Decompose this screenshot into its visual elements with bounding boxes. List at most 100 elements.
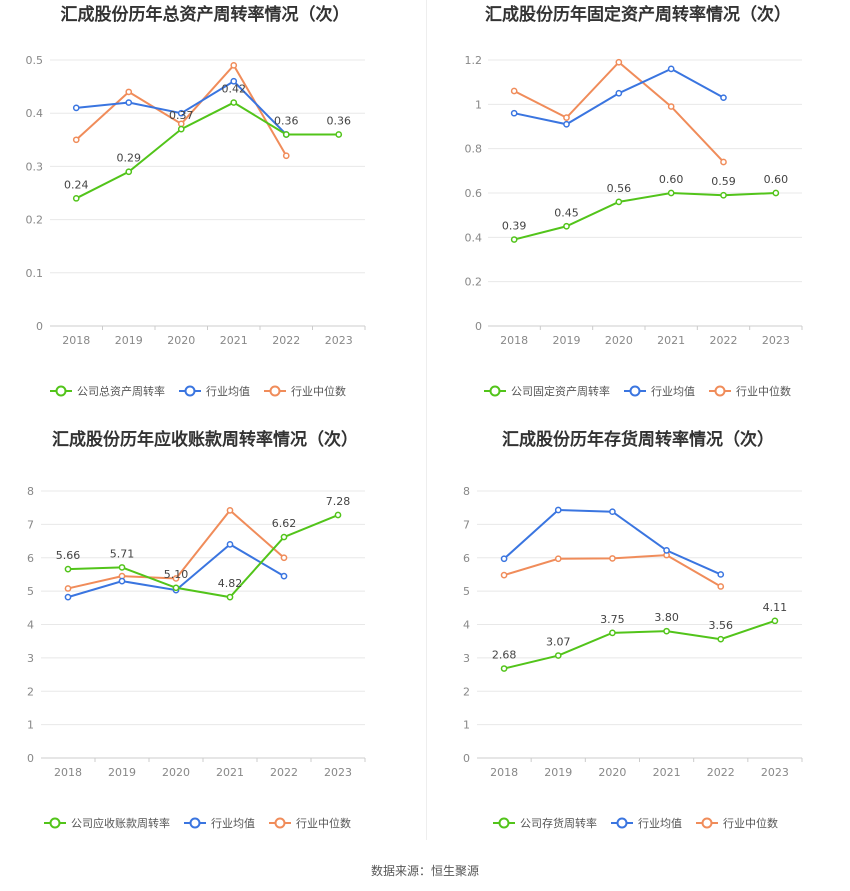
data-point bbox=[720, 94, 727, 102]
legend-label[interactable]: 行业中位数 bbox=[736, 384, 791, 398]
data-point bbox=[771, 617, 779, 625]
series-line bbox=[67, 514, 339, 599]
legend-marker bbox=[269, 385, 281, 397]
legend-label[interactable]: 行业中位数 bbox=[723, 816, 778, 830]
y-tick-label: 6 bbox=[463, 552, 470, 565]
legend-marker bbox=[701, 817, 713, 829]
data-point bbox=[125, 88, 133, 96]
data-point bbox=[609, 629, 616, 637]
data-point bbox=[720, 191, 727, 199]
y-tick-label: 5 bbox=[463, 585, 470, 598]
legend-label[interactable]: 行业均值 bbox=[638, 817, 682, 830]
data-point bbox=[615, 58, 623, 66]
x-tick-label: 2022 bbox=[710, 334, 738, 347]
data-point bbox=[609, 555, 616, 562]
legend-marker bbox=[489, 385, 501, 397]
series-line bbox=[75, 101, 339, 200]
y-tick-label: 7 bbox=[463, 518, 470, 531]
legend-label[interactable]: 行业中位数 bbox=[296, 816, 351, 830]
x-tick-label: 2023 bbox=[761, 766, 789, 779]
y-tick-label: 0.1 bbox=[26, 267, 44, 280]
data-point bbox=[118, 577, 126, 585]
legend-marker bbox=[55, 385, 67, 397]
y-tick-label: 6 bbox=[27, 552, 34, 565]
legend-label[interactable]: 公司应收账款周转率 bbox=[71, 816, 170, 830]
legend-marker bbox=[629, 385, 641, 397]
data-point bbox=[280, 572, 288, 580]
y-tick-label: 7 bbox=[27, 518, 34, 531]
data-point bbox=[335, 131, 343, 138]
chart-svg: 汇成股份历年存货周转率情况（次） 0 1 2 3 4 5 6 7 8 2018 2019 2020 202… bbox=[463, 429, 803, 830]
data-point bbox=[230, 77, 238, 85]
legend-label[interactable]: 公司固定资产周转率 bbox=[511, 384, 610, 398]
legend-marker bbox=[274, 817, 286, 829]
data-point bbox=[282, 152, 290, 160]
y-tick-label: 4 bbox=[463, 619, 470, 632]
legend-label[interactable]: 行业中位数 bbox=[291, 384, 346, 398]
data-label: 3.75 bbox=[600, 613, 625, 626]
y-tick-label: 0.8 bbox=[465, 143, 483, 156]
legend-label[interactable]: 行业均值 bbox=[211, 817, 255, 830]
y-tick-label: 0.4 bbox=[26, 107, 44, 120]
chart-total-asset-turnover: 汇成股份历年总资产周转率情况（次） 0 0.1 0.2 0.3 0.4 0.5 2018 201… bbox=[0, 0, 426, 420]
data-point bbox=[563, 114, 570, 121]
data-point bbox=[663, 547, 670, 554]
data-label: 7.28 bbox=[326, 495, 351, 508]
data-point bbox=[72, 194, 80, 202]
x-tick-label: 2021 bbox=[653, 766, 681, 779]
panel-divider bbox=[426, 0, 427, 840]
x-tick-label: 2018 bbox=[54, 766, 82, 779]
x-tick-label: 2019 bbox=[115, 334, 143, 347]
y-tick-label: 3 bbox=[463, 652, 470, 665]
legend-label[interactable]: 行业均值 bbox=[651, 385, 695, 398]
legend-marker bbox=[184, 385, 196, 397]
y-tick-label: 0.3 bbox=[26, 160, 44, 173]
data-point bbox=[177, 125, 185, 133]
data-point bbox=[230, 99, 238, 106]
x-tick-label: 2021 bbox=[657, 334, 685, 347]
data-point bbox=[64, 565, 72, 573]
data-point bbox=[172, 575, 180, 582]
x-tick-label: 2019 bbox=[544, 766, 572, 779]
data-point bbox=[609, 508, 616, 516]
chart-svg: 汇成股份历年总资产周转率情况（次） 0 0.1 0.2 0.3 0.4 0.5 2018 201… bbox=[26, 4, 366, 398]
data-point bbox=[280, 554, 288, 562]
series-line bbox=[513, 60, 725, 163]
x-tick-label: 2019 bbox=[553, 334, 581, 347]
legend-marker bbox=[189, 817, 201, 829]
legend-label[interactable]: 公司总资产周转率 bbox=[77, 384, 165, 398]
data-point bbox=[510, 109, 518, 117]
data-point bbox=[64, 585, 72, 592]
data-point bbox=[720, 158, 727, 166]
y-tick-label: 5 bbox=[27, 585, 34, 598]
y-tick-label: 0.2 bbox=[465, 276, 483, 289]
data-point bbox=[717, 571, 725, 578]
legend-label[interactable]: 行业均值 bbox=[206, 385, 250, 398]
data-point bbox=[177, 109, 185, 117]
chart-inventory-turnover: 汇成股份历年存货周转率情况（次） 0 1 2 3 4 5 6 7 8 2018 2019 2020 202… bbox=[427, 425, 850, 845]
y-tick-label: 2 bbox=[463, 685, 470, 698]
data-point bbox=[72, 104, 80, 112]
legend-marker bbox=[616, 817, 628, 829]
data-source-note: 数据来源：恒生聚源 bbox=[370, 864, 479, 878]
data-point bbox=[226, 541, 234, 548]
data-point bbox=[510, 87, 518, 95]
y-tick-label: 0 bbox=[475, 320, 482, 333]
x-tick-label: 2018 bbox=[500, 334, 528, 347]
data-point bbox=[717, 583, 725, 590]
data-point bbox=[500, 665, 508, 672]
legend-label[interactable]: 公司存货周转率 bbox=[520, 816, 597, 830]
legend-marker bbox=[498, 817, 510, 829]
y-tick-label: 2 bbox=[27, 685, 34, 698]
x-tick-label: 2020 bbox=[605, 334, 633, 347]
data-point bbox=[510, 236, 518, 243]
series-line bbox=[513, 191, 776, 241]
series-line bbox=[503, 619, 776, 670]
x-tick-label: 2021 bbox=[220, 334, 248, 347]
data-label: 5.71 bbox=[110, 547, 135, 560]
data-label: 0.59 bbox=[711, 175, 736, 188]
legend-marker bbox=[49, 817, 61, 829]
data-label: 3.80 bbox=[654, 611, 679, 624]
x-tick-label: 2020 bbox=[598, 766, 626, 779]
y-tick-label: 0.4 bbox=[465, 231, 483, 244]
